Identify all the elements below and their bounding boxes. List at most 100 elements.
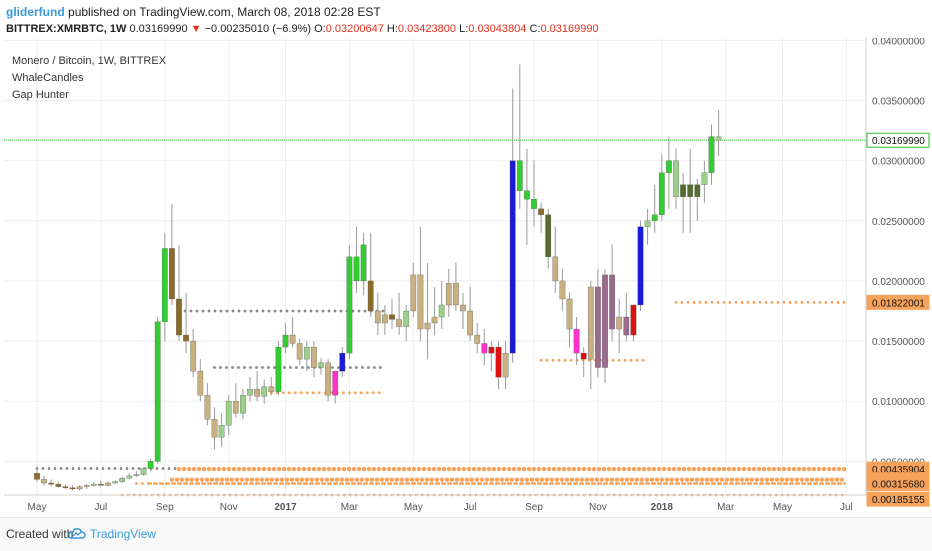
gap-dot: [799, 477, 805, 482]
candle-body: [694, 184, 701, 197]
gap-dot: [485, 482, 488, 485]
gap-dot: [346, 466, 352, 472]
gap-dot: [649, 477, 655, 482]
candle-body: [382, 314, 388, 324]
gap-dot: [791, 482, 794, 485]
gap-dot: [689, 482, 692, 485]
gap-dot: [125, 467, 129, 470]
tradingview-cloud-icon[interactable]: [68, 527, 86, 541]
gap-dot: [507, 482, 510, 485]
legend-indicator-gaphunter[interactable]: Gap Hunter: [12, 89, 69, 101]
gap-dot: [716, 300, 720, 304]
gap-dot: [381, 309, 385, 313]
gap-dot: [437, 482, 440, 485]
tradingview-brand-link[interactable]: TradingView: [90, 527, 157, 541]
gap-dot: [579, 482, 582, 485]
gap-dot: [321, 482, 324, 485]
created-with-text: Created with: [6, 527, 74, 541]
candle-body: [34, 473, 40, 480]
candle-body: [346, 256, 353, 354]
gap-dot: [341, 482, 344, 485]
gap-dot: [617, 358, 621, 362]
gap-dot: [214, 477, 220, 482]
gap-dot: [514, 477, 520, 482]
gap-dot: [181, 466, 187, 472]
price-chart[interactable]: 0.04000000 0.03500000 0.03000000 0.02500000…: [0, 38, 932, 517]
author-name[interactable]: gliderfund: [6, 5, 65, 19]
gap-dot: [587, 358, 591, 362]
gap-dot: [541, 466, 547, 472]
chart-header-line1: gliderfund published on TradingView.com,…: [6, 5, 381, 19]
gap-dot: [431, 482, 434, 485]
gap-dot: [279, 482, 282, 485]
gap-dot: [234, 477, 240, 482]
gap-dot: [101, 467, 105, 470]
price-axis[interactable]: 0.04000000 0.03500000 0.03000000 0.02500000…: [865, 38, 930, 507]
price-label-box: [866, 294, 930, 310]
gap-dot: [311, 482, 314, 485]
gap-dot: [617, 482, 620, 485]
gap-dot: [641, 466, 647, 472]
candle-body: [254, 389, 260, 397]
gap-dot: [376, 466, 382, 472]
gap-dot: [435, 482, 438, 485]
gap-dot: [497, 482, 500, 485]
gap-dot: [339, 477, 345, 482]
legend-title[interactable]: Monero / Bitcoin, 1W, BITTREX: [12, 55, 167, 67]
gap-dot: [736, 466, 742, 472]
x-tick-label: Sep: [525, 502, 543, 513]
gap-dot: [261, 466, 267, 472]
gap-dot: [633, 482, 636, 485]
chart-background: [0, 38, 866, 495]
gap-dot: [239, 477, 245, 482]
gap-dot: [686, 466, 692, 472]
gap-dot: [263, 482, 266, 485]
candle-body: [90, 484, 97, 486]
gap-dot: [574, 477, 580, 482]
gap-dot: [809, 477, 815, 482]
gap-dot: [95, 467, 99, 470]
gap-dot: [295, 366, 298, 369]
gap-dot: [413, 482, 416, 485]
gap-dot: [455, 482, 458, 485]
gap-dot: [681, 466, 687, 472]
gap-dot: [305, 391, 309, 395]
gap-dot: [339, 482, 342, 485]
candle-body: [374, 310, 381, 324]
time-axis[interactable]: May Jul Sep Nov 2017 Mar May Jul Sep Nov 2018 Mar Ma…: [4, 494, 866, 513]
gap-dot: [245, 482, 249, 485]
gap-dot: [821, 482, 824, 485]
gap-dot: [424, 477, 430, 482]
gap-dot: [651, 466, 657, 472]
gap-dot: [319, 477, 325, 482]
gap-dot: [333, 309, 337, 313]
candle-body: [268, 386, 275, 392]
gap-dot: [573, 482, 576, 485]
candle-body: [495, 346, 502, 378]
gap-dot: [699, 482, 702, 485]
candle-body: [105, 482, 111, 486]
gap-dot: [219, 482, 222, 485]
gap-dot: [189, 477, 195, 482]
gap-dot: [243, 366, 246, 369]
gap-dot: [774, 477, 780, 482]
gap-dot: [601, 466, 607, 472]
gap-dot: [686, 300, 690, 304]
gap-dot: [586, 466, 592, 472]
gap-dot: [331, 466, 337, 472]
gap-dot: [705, 482, 708, 485]
gap-dot: [381, 482, 384, 485]
gap-dot: [309, 309, 313, 313]
gap-dot: [315, 309, 319, 313]
gap-dot: [456, 466, 462, 472]
legend-indicator-whalecandles[interactable]: WhaleCandles: [12, 72, 84, 84]
gap-dot: [781, 466, 787, 472]
gap-dot: [184, 477, 190, 482]
gap-dot: [563, 358, 567, 362]
gap-dot: [726, 466, 732, 472]
gap-dot: [769, 477, 775, 482]
gap-dot: [605, 482, 608, 485]
candle-body: [211, 419, 218, 438]
gap-dot: [361, 366, 364, 369]
gap-dot: [646, 466, 652, 472]
